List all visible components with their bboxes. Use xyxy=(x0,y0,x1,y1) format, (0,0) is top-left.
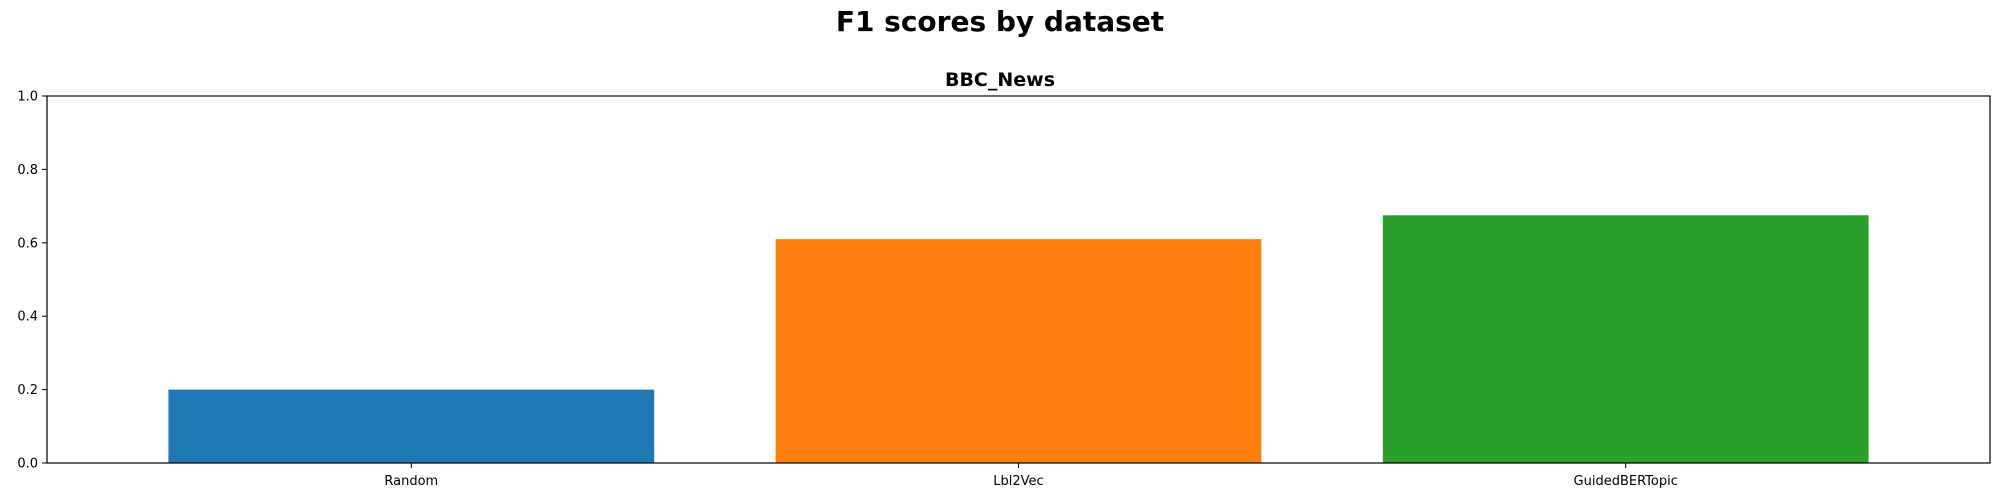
y-tick-label: 0.0 xyxy=(17,457,38,472)
bar-lbl2vec xyxy=(775,239,1262,463)
y-tick-label: 0.8 xyxy=(17,163,38,178)
x-tick-label: Random xyxy=(384,474,438,489)
y-tick-label: 0.4 xyxy=(17,310,38,325)
x-axis: Random Lbl2Vec GuidedBERTopic xyxy=(384,463,1678,489)
figure-title: F1 scores by dataset xyxy=(836,5,1164,38)
bar-guidedbertopic xyxy=(1382,215,1869,463)
y-tick-label: 0.6 xyxy=(17,236,38,251)
x-tick-label: Lbl2Vec xyxy=(993,474,1043,489)
bar-random xyxy=(168,389,655,463)
y-tick-label: 1.0 xyxy=(17,90,38,105)
plot-frame xyxy=(46,95,1991,464)
subplot-title: BBC_News xyxy=(945,69,1055,91)
y-tick-label: 0.2 xyxy=(17,383,38,398)
x-tick-label: GuidedBERTopic xyxy=(1574,474,1678,489)
y-axis: 0.0 0.2 0.4 0.6 0.8 1.0 xyxy=(17,90,47,472)
bars-group xyxy=(168,215,1869,463)
